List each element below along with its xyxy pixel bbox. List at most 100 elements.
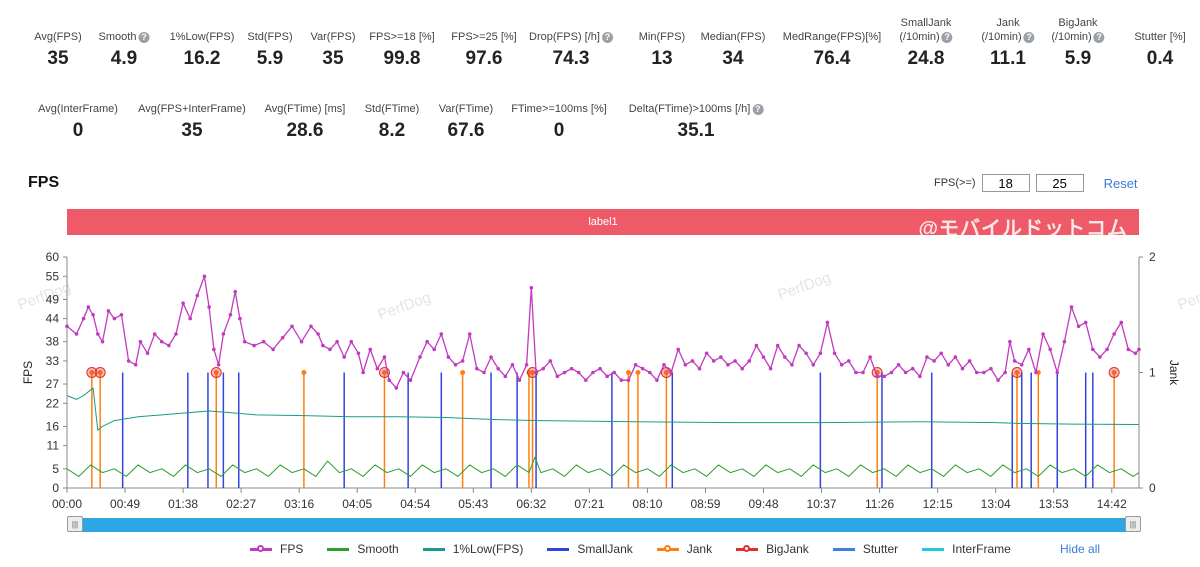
legend-item-jank[interactable]: Jank — [656, 542, 712, 556]
legend-item-fps[interactable]: FPS — [250, 542, 303, 556]
legend-item-interframe[interactable]: InterFrame — [922, 542, 1011, 556]
stat-label: Drop(FPS) [/h]? — [529, 30, 613, 44]
fps-point — [605, 374, 609, 379]
fps-point — [207, 305, 211, 309]
fps-point — [761, 355, 766, 359]
fps-point — [1119, 320, 1124, 325]
y-tick-label: 44 — [46, 312, 60, 326]
stat-label: MedRange(FPS)[%] — [782, 31, 882, 43]
fps-point — [321, 343, 325, 348]
section-title: FPS — [28, 174, 60, 191]
legend-item-stutter[interactable]: Stutter — [832, 542, 898, 556]
fps-threshold-high-input[interactable] — [1035, 174, 1084, 192]
bigjank-marker — [86, 367, 98, 378]
fps-point — [1076, 324, 1081, 329]
x-tick-label: 13:53 — [1039, 497, 1069, 511]
bigjank-marker — [1108, 367, 1120, 378]
fps-point — [640, 366, 645, 371]
fps-point — [989, 366, 993, 371]
fps-point — [271, 347, 275, 352]
fps-point — [932, 359, 936, 363]
fps-point — [875, 374, 880, 379]
fps-point — [368, 347, 373, 352]
legend-item-low1[interactable]: 1%Low(FPS) — [422, 542, 523, 556]
fps-point — [733, 359, 737, 363]
fps-point — [106, 309, 111, 313]
stat-delta-ftime-100ms-h: Delta(FTime)>100ms [/h]? 35.1 — [629, 102, 764, 142]
fps-point — [1003, 370, 1007, 375]
fps-point — [475, 366, 479, 371]
reset-link[interactable]: Reset — [1103, 175, 1138, 191]
fps-point — [683, 363, 688, 367]
stat-var-fps: Var(FPS) 35 — [310, 30, 355, 70]
stat-avg-fps-interframe: Avg(FPS+InterFrame) 35 — [138, 102, 246, 142]
fps-point — [174, 332, 178, 336]
fps-point — [529, 286, 534, 290]
y2-tick-label: 2 — [1149, 250, 1156, 264]
x-tick-label: 14:42 — [1097, 497, 1127, 511]
fps-chart[interactable]: PerfDog PerfDog PerfDog PerfDog 0 5 11 16 22 27 33… — [0, 240, 1200, 515]
time-range-scrollbar[interactable]: ||| ||| — [67, 516, 1141, 532]
help-icon[interactable]: ? — [1023, 31, 1035, 43]
x-tick-label: 10:37 — [807, 497, 837, 511]
fps-threshold-low-input[interactable] — [981, 174, 1030, 192]
fps-point — [446, 355, 451, 359]
fps-point — [996, 378, 1000, 382]
help-icon[interactable]: ? — [941, 31, 953, 43]
fps-point — [569, 366, 574, 371]
fps-point — [65, 324, 69, 329]
stat-label: Std(FTime) — [364, 103, 420, 115]
fps-point — [1105, 347, 1109, 352]
chart-legend: FPS Smooth 1%Low(FPS) SmallJank Jank BigJank S… — [250, 542, 1035, 556]
fps-point — [145, 351, 150, 356]
fps-point — [86, 305, 91, 309]
x-tick-label: 04:05 — [342, 497, 372, 511]
fps-point — [740, 366, 744, 371]
jank-marker — [213, 370, 219, 375]
legend-swatch — [656, 544, 679, 552]
legend-item-smooth[interactable]: Smooth — [327, 542, 399, 556]
y2-tick-label: 0 — [1149, 481, 1156, 495]
hide-all-link[interactable]: Hide all — [1060, 542, 1101, 556]
x-tick-label: 09:48 — [748, 497, 778, 511]
series-smooth — [66, 456, 1140, 477]
fps-point — [228, 312, 233, 317]
stat-fps-25: FPS>=25 [%] 97.6 — [451, 30, 516, 70]
help-icon[interactable]: ? — [1093, 31, 1105, 43]
legend-item-smalljank[interactable]: SmallJank — [547, 542, 633, 556]
legend-item-bigjank[interactable]: BigJank — [736, 542, 809, 556]
stat-label: Avg(FPS) — [34, 31, 82, 43]
x-tick-label: 11:26 — [865, 497, 894, 511]
fps-point — [202, 274, 207, 279]
help-icon[interactable]: ? — [138, 31, 150, 43]
stat-fps-18: FPS>=18 [%] 99.8 — [369, 30, 434, 70]
fps-point — [775, 343, 780, 348]
range-handle-left[interactable]: ||| — [67, 516, 83, 532]
fps-point — [832, 351, 837, 356]
help-icon[interactable]: ? — [752, 103, 764, 115]
label-bar[interactable]: label1 — [67, 209, 1139, 235]
fps-point — [1012, 359, 1017, 363]
fps-point — [1126, 347, 1131, 352]
fps-point — [81, 316, 86, 321]
y-tick-label: 60 — [46, 250, 60, 264]
bigjank-marker — [94, 367, 106, 378]
series-fps — [66, 275, 1140, 389]
fps-point — [669, 370, 673, 375]
fps-point — [510, 363, 515, 367]
stat-label: Delta(FTime)>100ms [/h]? — [629, 102, 764, 116]
help-icon[interactable]: ? — [601, 31, 613, 43]
fps-point — [555, 374, 560, 379]
y-tick-label: 5 — [52, 462, 59, 476]
fps-point — [233, 289, 238, 294]
fps-point — [612, 370, 617, 375]
range-handle-right[interactable]: ||| — [1125, 516, 1141, 532]
stat-value: 16.2 — [183, 48, 221, 69]
legend-label: BigJank — [766, 542, 809, 556]
jank-marker — [635, 370, 641, 375]
fps-point — [647, 370, 652, 375]
x-tick-label: 13:04 — [981, 497, 1011, 511]
fps-point — [939, 351, 943, 356]
fps-point — [846, 359, 851, 363]
fps-point — [974, 370, 979, 375]
